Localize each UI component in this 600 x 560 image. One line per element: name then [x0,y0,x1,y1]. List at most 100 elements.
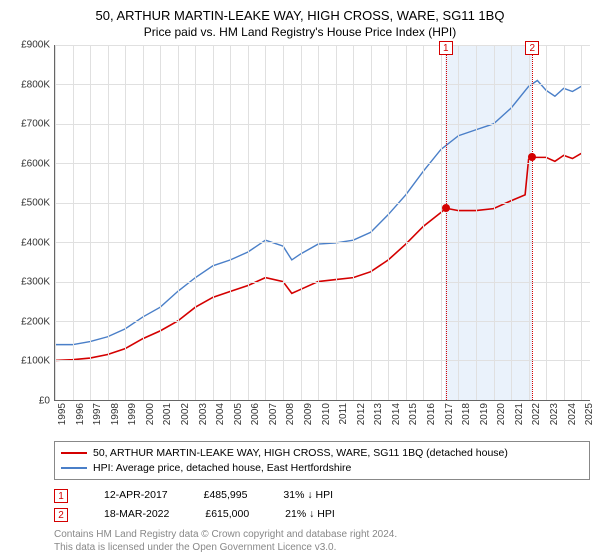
gridline-vertical [265,45,266,400]
x-tick-label: 2010 [321,403,332,425]
y-tick-label: £200K [21,316,50,327]
gridline-vertical [248,45,249,400]
gridline-vertical [195,45,196,400]
x-tick-label: 2008 [285,403,296,425]
gridline-vertical [73,45,74,400]
annotation-table: 112-APR-2017£485,99531% ↓ HPI218-MAR-202… [54,486,590,524]
x-tick-label: 2025 [584,403,595,425]
gridline-vertical [283,45,284,400]
y-tick-label: £800K [21,79,50,90]
annotation-date: 18-MAR-2022 [104,505,169,524]
y-tick-label: £300K [21,277,50,288]
x-tick-label: 2017 [444,403,455,425]
legend-label: 50, ARTHUR MARTIN-LEAKE WAY, HIGH CROSS,… [93,446,508,461]
x-tick-label: 1996 [75,403,86,425]
gridline-vertical [108,45,109,400]
gridline-vertical [125,45,126,400]
footer: Contains HM Land Registry data © Crown c… [54,528,590,554]
x-tick-label: 2021 [514,403,525,425]
y-tick-label: £500K [21,198,50,209]
gridline-vertical [406,45,407,400]
y-tick-label: £100K [21,356,50,367]
annotation-badge: 1 [54,489,68,503]
gridline-vertical [458,45,459,400]
x-tick-label: 2013 [373,403,384,425]
y-tick-label: £0 [39,395,50,406]
x-tick-label: 2001 [162,403,173,425]
gridline-vertical [494,45,495,400]
series-svg [55,45,590,400]
x-tick-label: 1999 [127,403,138,425]
x-tick-label: 2004 [215,403,226,425]
gridline-vertical [318,45,319,400]
title-sub: Price paid vs. HM Land Registry's House … [10,25,590,39]
marker-dot-1 [442,204,450,212]
x-tick-label: 2023 [549,403,560,425]
annotation-price: £615,000 [205,505,249,524]
gridline-vertical [143,45,144,400]
gridline-vertical [353,45,354,400]
x-tick-label: 2020 [496,403,507,425]
footer-line-2: This data is licensed under the Open Gov… [54,541,590,554]
x-tick-label: 2019 [479,403,490,425]
gridline-vertical [564,45,565,400]
annotation-delta: 31% ↓ HPI [283,486,333,505]
gridline-vertical [178,45,179,400]
marker-line-2 [532,45,533,400]
legend-swatch [61,467,87,469]
annotation-badge: 2 [54,508,68,522]
x-tick-label: 2000 [145,403,156,425]
x-tick-label: 1995 [57,403,68,425]
x-tick-label: 2009 [303,403,314,425]
legend-label: HPI: Average price, detached house, East… [93,461,351,476]
annotation-price: £485,995 [204,486,248,505]
x-tick-label: 2012 [356,403,367,425]
gridline-horizontal [55,163,590,164]
gridline-horizontal [55,124,590,125]
x-tick-label: 2007 [268,403,279,425]
gridline-horizontal [55,282,590,283]
x-tick-label: 2011 [338,403,349,425]
x-tick-label: 2015 [408,403,419,425]
gridline-vertical [371,45,372,400]
gridline-vertical [55,45,56,400]
gridline-horizontal [55,84,590,85]
legend-row: HPI: Average price, detached house, East… [61,461,583,476]
x-tick-label: 2022 [531,403,542,425]
title-main: 50, ARTHUR MARTIN-LEAKE WAY, HIGH CROSS,… [10,8,590,23]
gridline-vertical [388,45,389,400]
chart-container: 50, ARTHUR MARTIN-LEAKE WAY, HIGH CROSS,… [0,0,600,560]
gridline-vertical [476,45,477,400]
annotation-row-2: 218-MAR-2022£615,00021% ↓ HPI [54,505,590,524]
x-tick-label: 2024 [567,403,578,425]
gridline-vertical [301,45,302,400]
footer-line-1: Contains HM Land Registry data © Crown c… [54,528,590,541]
x-tick-label: 2002 [180,403,191,425]
y-tick-label: £400K [21,237,50,248]
legend: 50, ARTHUR MARTIN-LEAKE WAY, HIGH CROSS,… [54,441,590,480]
x-tick-label: 1998 [110,403,121,425]
gridline-horizontal [55,321,590,322]
gridline-vertical [90,45,91,400]
gridline-vertical [511,45,512,400]
gridline-vertical [546,45,547,400]
x-tick-label: 1997 [92,403,103,425]
gridline-vertical [160,45,161,400]
gridline-horizontal [55,242,590,243]
gridline-vertical [230,45,231,400]
gridline-vertical [423,45,424,400]
gridline-vertical [441,45,442,400]
annotation-row-1: 112-APR-2017£485,99531% ↓ HPI [54,486,590,505]
marker-badge-1: 1 [439,41,453,55]
x-tick-label: 2014 [391,403,402,425]
y-axis: £0£100K£200K£300K£400K£500K£600K£700K£80… [10,45,54,401]
plot-area: £0£100K£200K£300K£400K£500K£600K£700K£80… [10,45,590,401]
title-block: 50, ARTHUR MARTIN-LEAKE WAY, HIGH CROSS,… [10,8,590,39]
marker-line-1 [446,45,447,400]
legend-swatch [61,452,87,454]
x-tick-label: 2016 [426,403,437,425]
y-tick-label: £700K [21,119,50,130]
y-tick-label: £600K [21,158,50,169]
x-tick-label: 2018 [461,403,472,425]
gridline-vertical [213,45,214,400]
